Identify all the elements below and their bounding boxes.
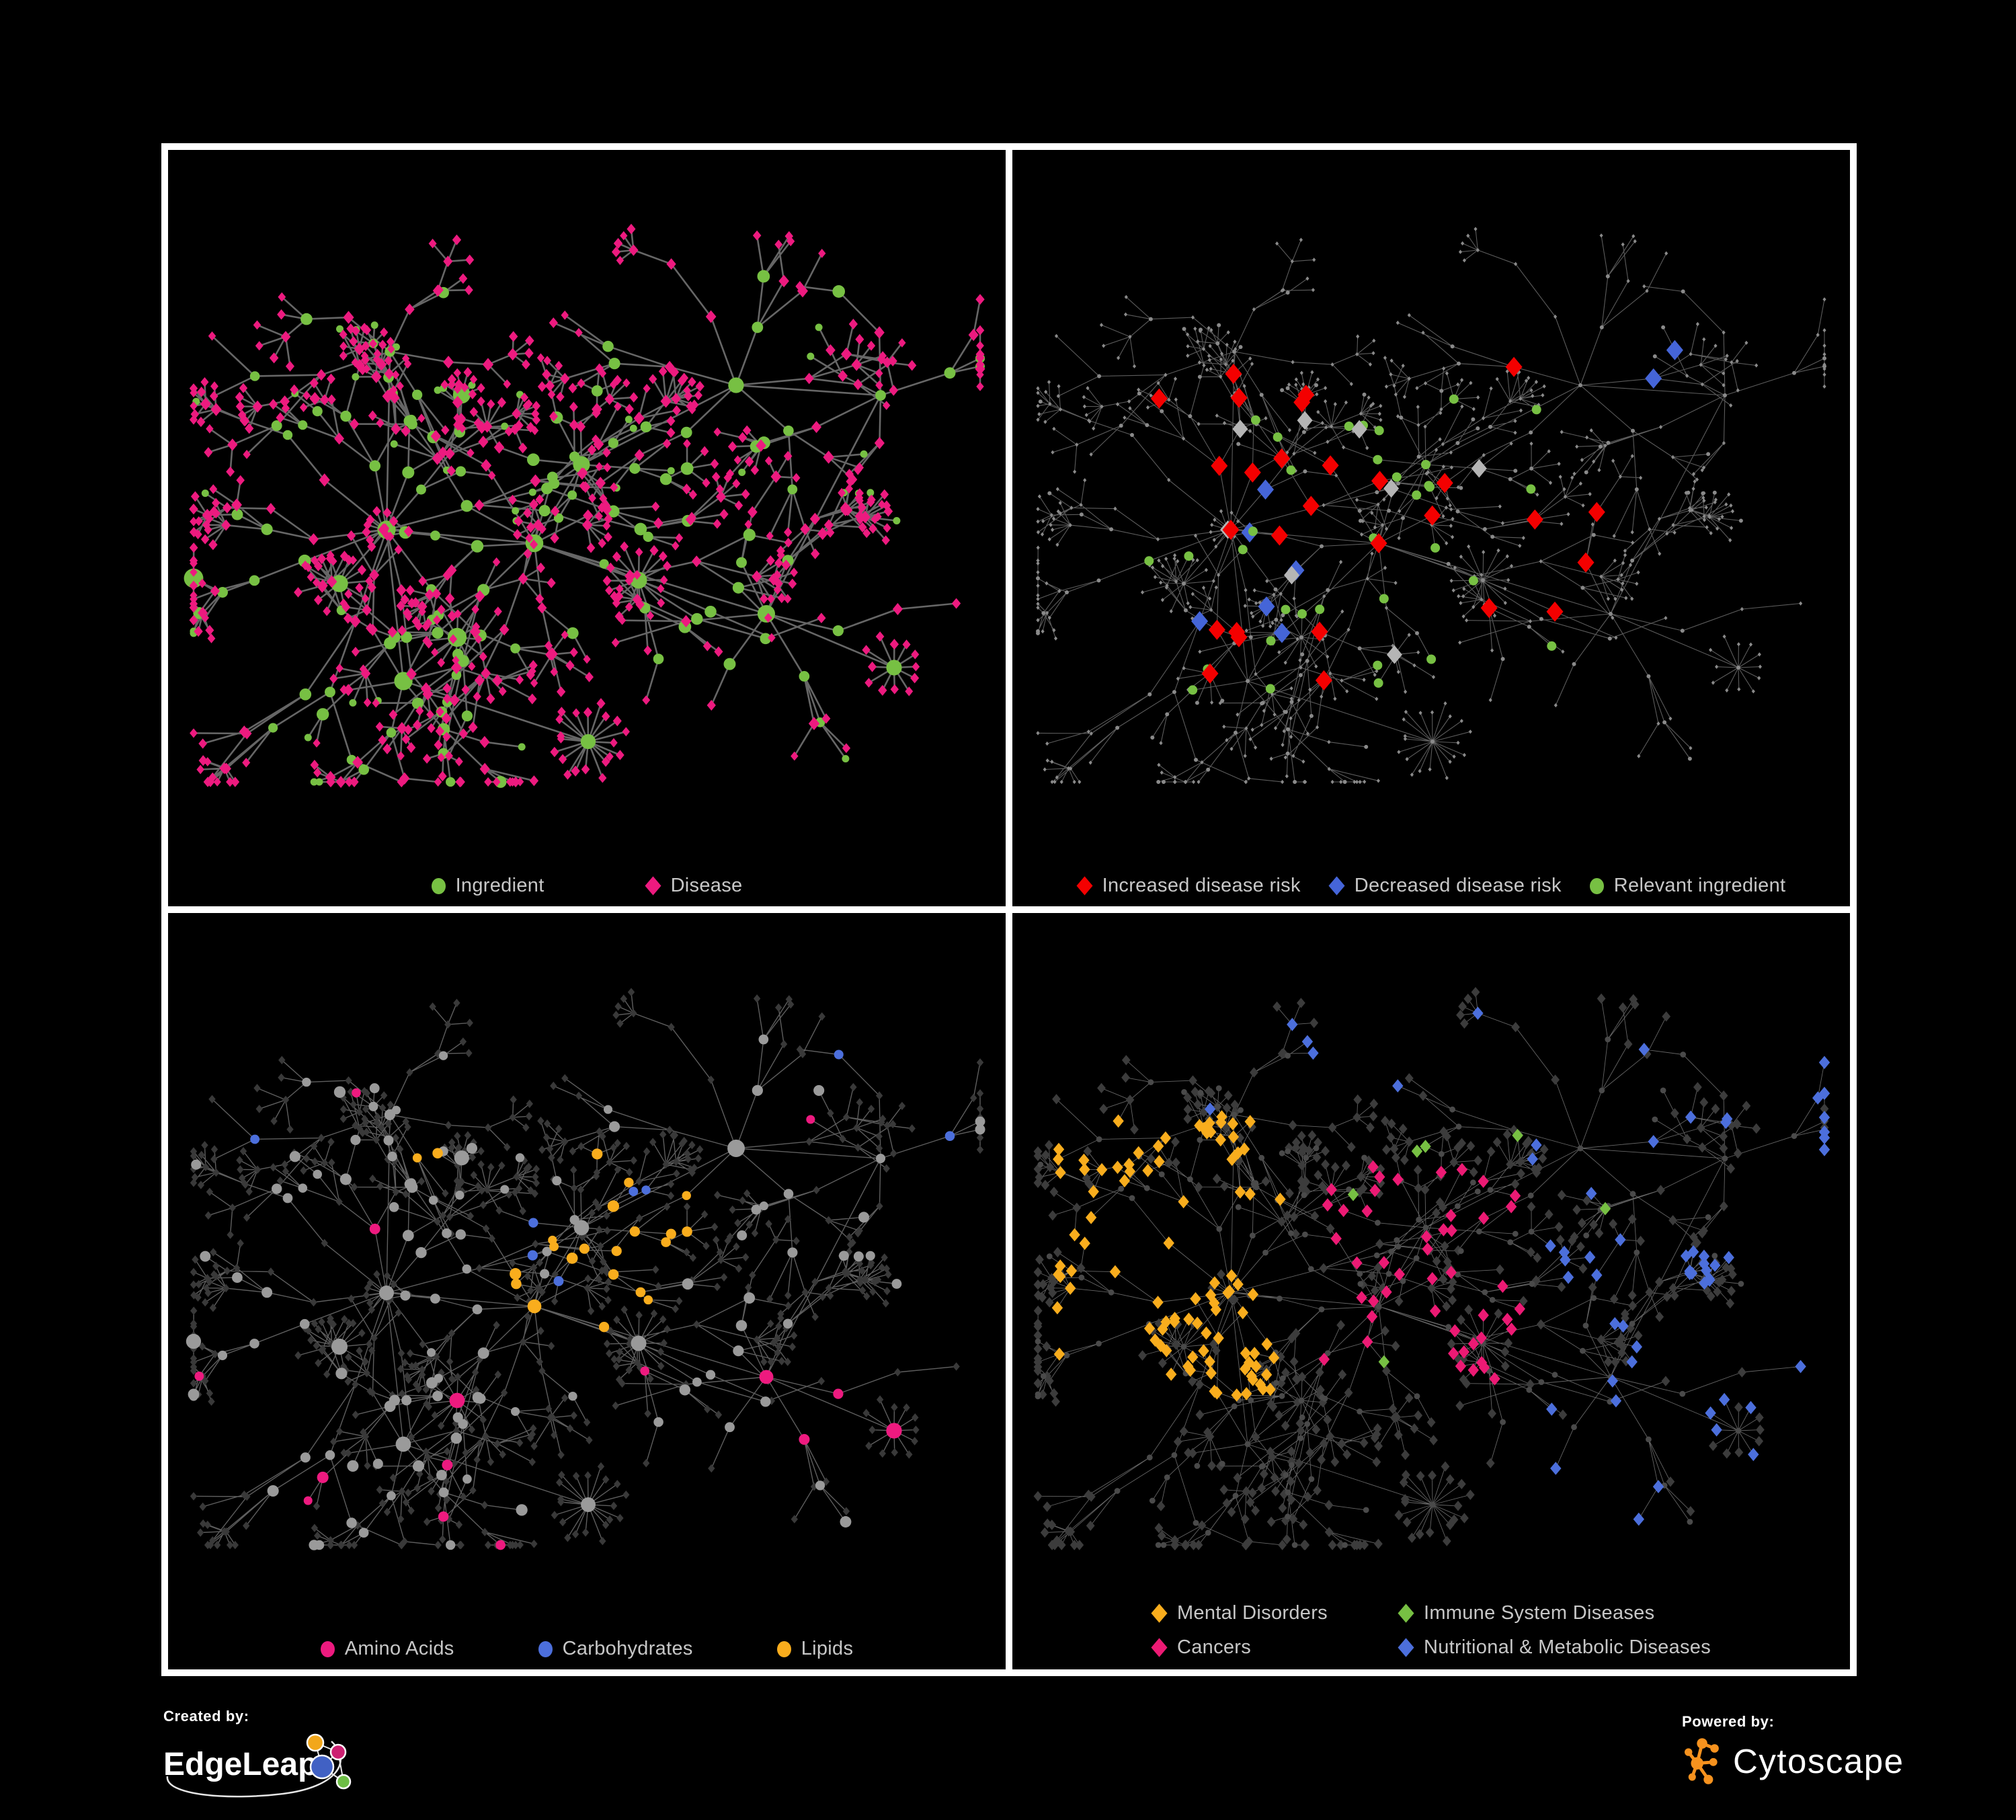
diamond-marker-icon (1076, 876, 1093, 896)
edgeleap-node-orange (306, 1733, 325, 1752)
legend-item-ingredient: Ingredient (431, 875, 545, 897)
network-disease-classes (1033, 987, 1830, 1550)
legend-item-disease: Disease (645, 875, 743, 897)
created-by-block: Created by: EdgeLeap (163, 1708, 385, 1809)
legend-item-decreased-disease-risk: Decreased disease risk (1328, 875, 1562, 897)
legend-label: Increased disease risk (1102, 875, 1301, 896)
circle-marker-icon (776, 1640, 791, 1657)
panel-divider-horizontal (168, 906, 1850, 913)
network-ingredient-disease (184, 223, 985, 788)
diamond-marker-icon (1151, 1638, 1168, 1657)
diamond-marker-icon (645, 876, 661, 896)
legend-item-immune-system-diseases: Immune System Diseases (1398, 1602, 1654, 1624)
legend-label: Amino Acids (344, 1638, 454, 1659)
circle-marker-icon (320, 1640, 335, 1657)
edgeleap-glyph (306, 1733, 352, 1790)
legend-ingredient-classes: Amino Acids Carbohydrates Lipids (168, 1638, 1006, 1660)
powered-by-block: Powered by: Cytoscape (1682, 1713, 1904, 1786)
legend-item-cancers: Cancers (1151, 1636, 1252, 1659)
diamond-marker-icon (1328, 876, 1345, 896)
legend-label: Immune System Diseases (1423, 1602, 1655, 1624)
legend-label: Cancers (1176, 1636, 1252, 1658)
legend-label: Mental Disorders (1176, 1602, 1328, 1624)
diamond-marker-icon (1398, 1638, 1414, 1657)
panel-ingredient-disease: Ingredient Disease (168, 150, 1006, 906)
legend-item-mental-disorders: Mental Disorders (1151, 1602, 1328, 1624)
edgeleap-node-blue (309, 1754, 335, 1780)
legend-item-lipids: Lipids (776, 1638, 854, 1660)
legend-label: Ingredient (455, 875, 545, 896)
network-disease-risk (1036, 227, 1826, 785)
panel-disease-risk: Increased disease risk Decreased disease … (1012, 150, 1850, 906)
figure-grid: Ingredient Disease Increased disease risk… (161, 143, 1857, 1676)
legend-label: Relevant ingredient (1613, 875, 1786, 896)
edgeleap-wordmark: EdgeLeap (163, 1747, 317, 1782)
legend-label: Carbohydrates (562, 1638, 693, 1659)
legend-label: Disease (670, 875, 743, 896)
legend-label: Lipids (801, 1638, 854, 1659)
legend-label: Nutritional & Metabolic Diseases (1423, 1636, 1711, 1658)
powered-by-label: Powered by: (1682, 1713, 1775, 1730)
diamond-marker-icon (1398, 1604, 1414, 1623)
panel-disease-classes: Mental Disorders Immune System Diseases Ca… (1012, 913, 1850, 1669)
edgeleap-node-green (335, 1774, 352, 1790)
circle-marker-icon (538, 1640, 553, 1657)
legend-item-amino-acids: Amino Acids (320, 1638, 454, 1660)
legend-item-carbohydrates: Carbohydrates (538, 1638, 693, 1660)
panel-ingredient-classes: Amino Acids Carbohydrates Lipids (168, 913, 1006, 1669)
diamond-marker-icon (1151, 1604, 1168, 1623)
legend-disease-risk: Increased disease risk Decreased disease … (1012, 875, 1850, 897)
edgeleap-logo: EdgeLeap (163, 1733, 352, 1798)
legend-item-nutritional-metabolic-diseases: Nutritional & Metabolic Diseases (1398, 1636, 1711, 1659)
cytoscape-icon (1684, 1738, 1719, 1784)
circle-marker-icon (1589, 877, 1604, 894)
network-ingredient-classes (186, 988, 985, 1550)
legend-item-increased-disease-risk: Increased disease risk (1076, 875, 1301, 897)
circle-marker-icon (431, 877, 446, 894)
legend-ingredient-disease: Ingredient Disease (168, 875, 1006, 897)
legend-label: Decreased disease risk (1354, 875, 1562, 896)
created-by-label: Created by: (163, 1708, 249, 1725)
legend-disease-classes: Mental Disorders Immune System Diseases Ca… (1012, 1602, 1850, 1659)
edgeleap-node-magenta (329, 1743, 347, 1761)
cytoscape-wordmark: Cytoscape (1733, 1741, 1904, 1780)
legend-item-relevant-ingredient: Relevant ingredient (1589, 875, 1786, 897)
